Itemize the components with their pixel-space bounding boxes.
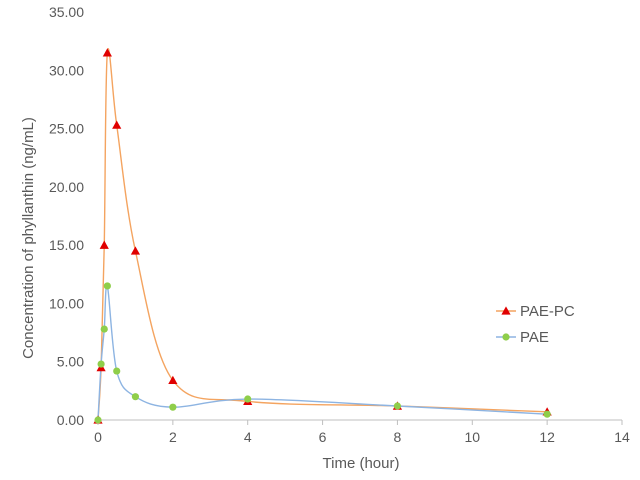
legend-marker: [501, 306, 511, 315]
data-point-pae-pc: [168, 375, 178, 385]
y-tick-label: 5.00: [57, 354, 84, 370]
y-tick-label: 0.00: [57, 412, 84, 428]
data-point-pae: [543, 410, 551, 418]
tick-labels: 0 2 4 6 8 10 12 14 0.00 5.00 10.00 15.00 20.00 25.00 3…: [49, 4, 630, 445]
x-tick-label: 14: [614, 429, 630, 445]
y-tick-label: 15.00: [49, 237, 84, 253]
data-point-pae: [103, 282, 111, 290]
y-tick-label: 25.00: [49, 121, 84, 137]
data-point-pae: [113, 367, 121, 375]
legend-label: PAE: [520, 329, 549, 346]
series-lines: [97, 48, 548, 421]
axes: [97, 419, 623, 425]
data-point-pae: [131, 393, 140, 401]
data-point-pae: [97, 360, 105, 368]
x-tick-label: 10: [464, 429, 480, 445]
x-tick-label: 8: [394, 429, 402, 445]
y-tick-label: 35.00: [49, 4, 84, 20]
data-point-pae-pc: [130, 246, 141, 255]
data-point-pae: [100, 325, 108, 333]
x-tick-label: 2: [169, 429, 177, 445]
series-markers: [93, 48, 552, 424]
data-point-pae-pc: [102, 48, 112, 57]
x-tick-label: 6: [319, 429, 327, 445]
x-tick-label: 0: [94, 429, 102, 445]
data-point-pae: [393, 402, 402, 410]
legend-label: PAE-PC: [520, 303, 575, 320]
legend: PAE-PC PAE: [496, 303, 575, 346]
y-tick-label: 20.00: [49, 179, 84, 195]
data-point-pae: [94, 416, 102, 424]
data-point-pae-pc: [112, 120, 122, 129]
y-tick-label: 10.00: [49, 295, 84, 311]
x-tick-label: 4: [244, 429, 252, 445]
data-point-pae: [169, 403, 177, 411]
series-line-pae: [97, 284, 548, 421]
data-point-pae-pc: [99, 240, 109, 249]
data-point-pae: [244, 395, 252, 403]
x-tick-label: 12: [539, 429, 555, 445]
legend-marker: [502, 333, 510, 341]
x-axis-title: Time (hour): [323, 455, 400, 472]
series-line-pae-pc: [97, 48, 548, 421]
y-tick-label: 30.00: [49, 62, 84, 78]
y-axis-title: Concentration of phyllanthin (ng/mL): [20, 117, 37, 359]
